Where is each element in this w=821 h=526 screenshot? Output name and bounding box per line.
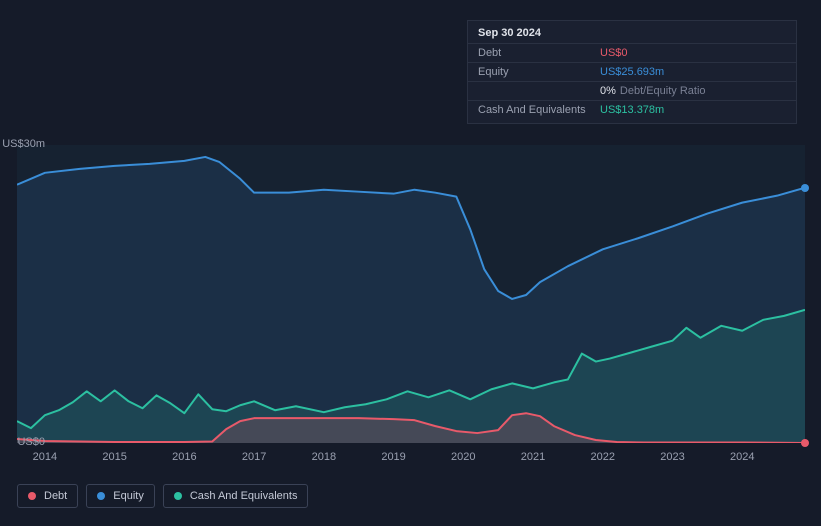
x-tick-label: 2021 — [521, 451, 545, 463]
legend-item-label: Cash And Equivalents — [190, 490, 298, 502]
tooltip-row-value: US$25.693m — [600, 66, 664, 78]
tooltip-row: EquityUS$25.693m — [468, 62, 796, 81]
x-tick-label: 2019 — [381, 451, 405, 463]
tooltip-row-label: Equity — [478, 66, 600, 78]
legend-item-debt[interactable]: Debt — [17, 484, 78, 508]
x-tick-label: 2014 — [33, 451, 57, 463]
tooltip-row-suffix: Debt/Equity Ratio — [620, 85, 706, 97]
x-tick-label: 2020 — [451, 451, 475, 463]
tooltip-row: Cash And EquivalentsUS$13.378m — [468, 100, 796, 119]
x-axis: 2014 2015 2016 2017 2018 2019 2020 2021 2022 2023… — [0, 451, 821, 467]
x-tick-label: 2024 — [730, 451, 754, 463]
legend-dot-icon — [174, 492, 182, 500]
end-marker-debt — [801, 439, 809, 447]
end-marker-equity — [801, 184, 809, 192]
chart-tooltip: Sep 30 2024 DebtUS$0EquityUS$25.693m0%De… — [467, 20, 797, 124]
tooltip-row-label: Cash And Equivalents — [478, 104, 600, 116]
tooltip-row: DebtUS$0 — [468, 43, 796, 62]
tooltip-row-label — [478, 85, 600, 97]
x-tick-label: 2015 — [102, 451, 126, 463]
tooltip-row-value: 0% — [600, 85, 616, 97]
legend-dot-icon — [97, 492, 105, 500]
tooltip-date: Sep 30 2024 — [468, 25, 796, 43]
tooltip-row-label: Debt — [478, 47, 600, 59]
y-tick-label: US$30m — [2, 138, 45, 150]
legend-dot-icon — [28, 492, 36, 500]
tooltip-row-value: US$13.378m — [600, 104, 664, 116]
legend-item-label: Equity — [113, 490, 144, 502]
tooltip-row: 0% Debt/Equity Ratio — [468, 81, 796, 100]
legend-item-label: Debt — [44, 490, 67, 502]
x-tick-label: 2018 — [312, 451, 336, 463]
y-tick-label: US$0 — [17, 436, 45, 448]
legend-item-equity[interactable]: Equity — [86, 484, 155, 508]
chart-legend: Debt Equity Cash And Equivalents — [17, 484, 308, 508]
x-tick-label: 2022 — [591, 451, 615, 463]
x-tick-label: 2017 — [242, 451, 266, 463]
tooltip-row-value: US$0 — [600, 47, 628, 59]
legend-item-cash-and-equivalents[interactable]: Cash And Equivalents — [163, 484, 309, 508]
x-tick-label: 2016 — [172, 451, 196, 463]
x-tick-label: 2023 — [660, 451, 684, 463]
